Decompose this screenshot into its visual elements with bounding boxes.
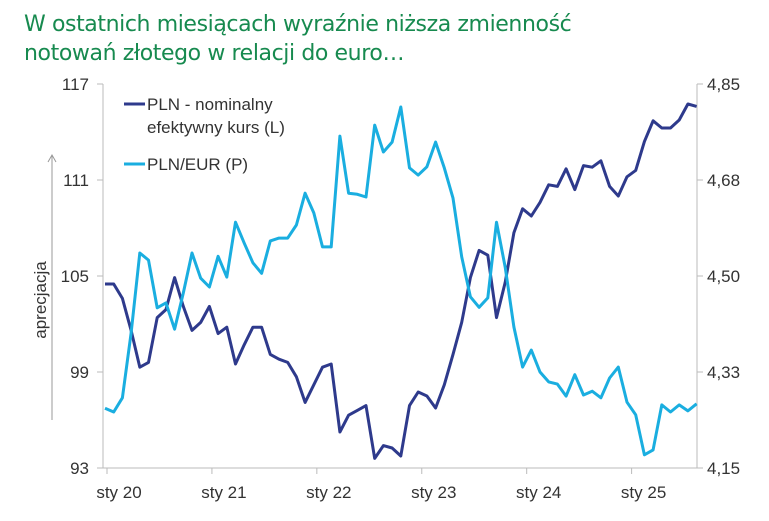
chart-title-line-1: W ostatnich miesiącach wyraźnie niższa z… — [24, 12, 572, 37]
left-tick-label: 105 — [61, 267, 89, 286]
right-tick-label: 4,33 — [707, 363, 740, 382]
right-tick-label: 4,85 — [707, 75, 740, 94]
right-tick-label: 4,50 — [707, 267, 740, 286]
x-tick-label: sty 23 — [411, 483, 456, 502]
chart-title: W ostatnich miesiącach wyraźnie niższa z… — [24, 10, 572, 68]
legend-label-neer-line2: efektywny kurs (L) — [147, 118, 285, 137]
legend-label-neer-line1: PLN - nominalny — [147, 95, 273, 114]
left-tick-label: 117 — [62, 75, 89, 94]
x-tick-label: sty 20 — [96, 483, 141, 502]
series-line-plneur — [104, 105, 698, 457]
axes: 93 99 105 111 117 4,15 4,33 4,50 4,68 4,85 sty 20 s… — [61, 75, 740, 502]
series-line-neer — [105, 102, 697, 460]
y-axis-label: aprecjacja — [31, 261, 50, 339]
appreciation-arrow-head-icon — [47, 153, 57, 163]
right-tick-label: 4,68 — [707, 171, 740, 190]
x-tick-label: sty 24 — [516, 483, 561, 502]
x-tick-label: sty 25 — [621, 483, 666, 502]
left-tick-label: 93 — [70, 459, 89, 478]
x-tick-label: sty 22 — [306, 483, 351, 502]
chart-title-line-2: notowań złotego w relacji do euro… — [24, 41, 405, 66]
left-tick-label: 99 — [70, 363, 89, 382]
right-tick-label: 4,15 — [707, 459, 740, 478]
legend: PLN - nominalny efektywny kurs (L) PLN/E… — [124, 95, 285, 174]
left-tick-label: 111 — [63, 171, 89, 190]
legend-label-plneur: PLN/EUR (P) — [147, 155, 248, 174]
series-lines — [104, 102, 698, 460]
x-tick-label: sty 21 — [201, 483, 246, 502]
